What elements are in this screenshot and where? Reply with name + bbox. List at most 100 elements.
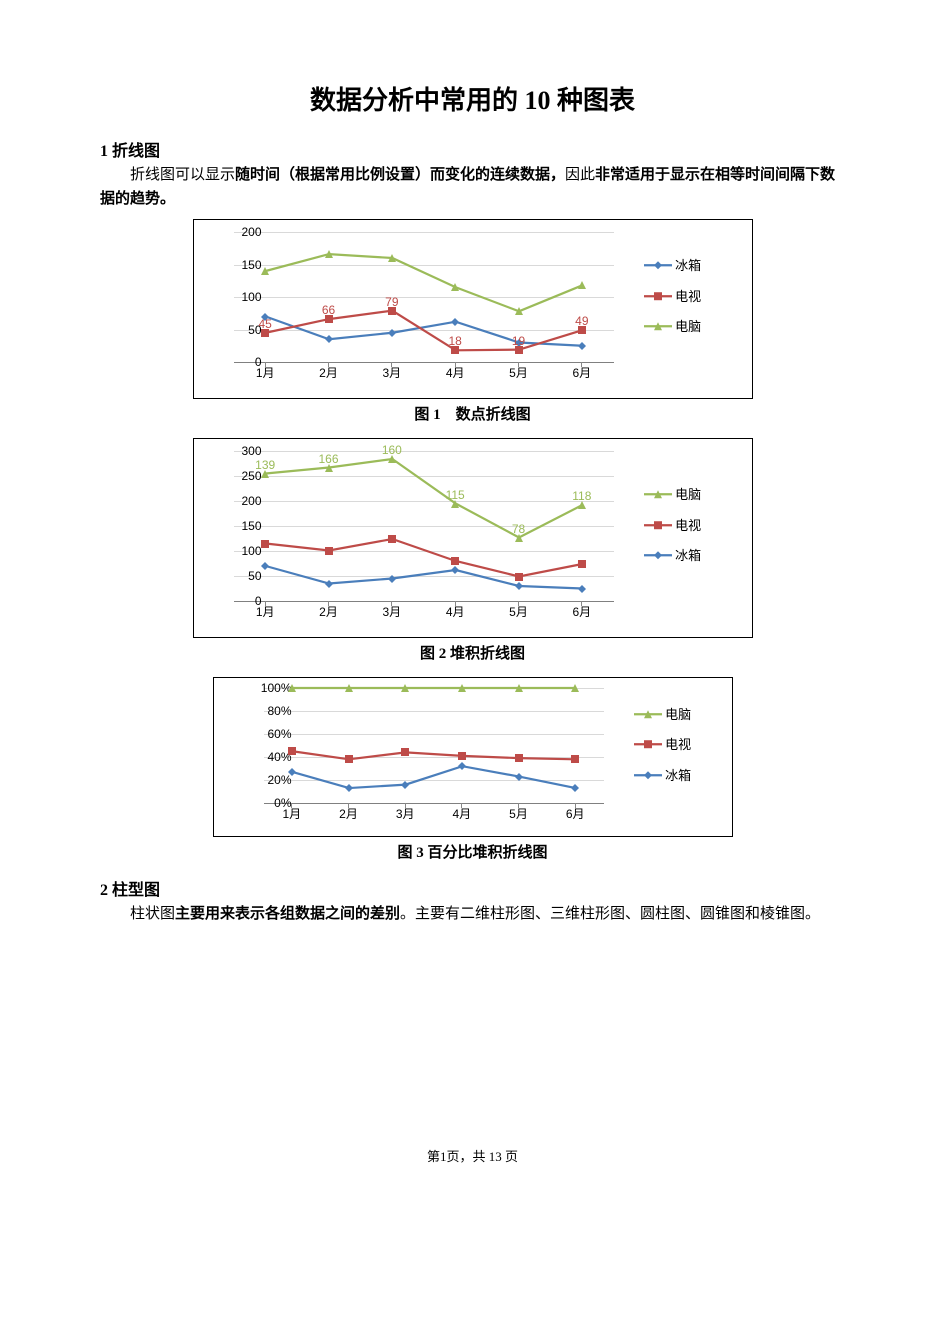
legend-swatch [634,700,662,730]
data-marker [515,749,523,767]
data-marker [515,302,523,320]
data-marker [288,763,296,781]
section-2-heading: 2 柱型图 [100,876,845,900]
x-tick-label: 3月 [382,364,401,381]
data-marker [458,679,466,697]
data-marker [458,747,466,765]
legend: 电脑 电视 冰箱 [644,480,702,572]
x-tick-label: 2月 [319,603,338,620]
chart-1-line: 0501001502001月2月3月4月5月6月456679181949 冰箱 … [193,219,753,399]
chart-2-caption: 图 2 堆积折线图 [100,642,845,663]
legend-swatch [634,730,662,760]
section-1-heading: 1 折线图 [100,137,845,161]
x-tick-label: 4月 [446,603,465,620]
data-marker [388,570,396,588]
legend-label: 电脑 [672,487,702,502]
series-line-电视 [265,539,582,577]
plot-area: 0%20%40%60%80%100%1月2月3月4月5月6月 [264,688,604,803]
chart-1-caption: 图 1 数点折线图 [100,403,845,424]
data-marker [388,324,396,342]
data-marker [261,535,269,553]
series-line-电视 [265,311,582,351]
x-tick-label: 5月 [509,364,528,381]
data-marker [515,679,523,697]
data-marker [401,743,409,761]
legend-label: 电脑 [672,319,702,334]
text-plain: 柱状图 [130,906,175,922]
x-tick-label: 1月 [256,364,275,381]
legend-item: 电视 [644,282,702,313]
series-lines [234,232,614,362]
data-marker [578,337,586,355]
x-tick-label: 1月 [256,603,275,620]
data-marker [571,750,579,768]
x-tick-label: 6月 [572,364,591,381]
legend-label: 电视 [662,737,692,752]
data-marker [571,779,579,797]
data-marker [288,742,296,760]
x-tick-label: 6月 [566,805,585,822]
x-tick-label: 4月 [452,805,471,822]
series-lines [234,451,614,601]
section-1-paragraph: 折线图可以显示随时间（根据常用比例设置）而变化的连续数据，因此非常适用于显示在相… [100,163,845,211]
series-line-电视 [292,751,575,759]
data-marker [288,679,296,697]
text-plain: 折线图可以显示 [130,167,235,183]
legend-label: 冰箱 [672,548,702,563]
legend-label: 冰箱 [662,768,692,783]
x-tick-label: 2月 [339,805,358,822]
gridline [264,803,604,804]
legend-item: 电视 [634,730,692,761]
legend-item: 电视 [644,511,702,542]
plot-area: 0501001502002503001月2月3月4月5月6月1391661601… [234,451,614,601]
x-tick-label: 4月 [446,364,465,381]
legend-item: 冰箱 [644,251,702,282]
data-marker [345,679,353,697]
legend-swatch [644,251,672,281]
series-line-电脑 [265,459,582,538]
page-footer: 第1页，共 13 页 [100,1146,845,1165]
data-marker [261,262,269,280]
data-label: 115 [446,488,465,502]
data-marker [571,679,579,697]
data-label: 79 [385,295,398,309]
legend-swatch [644,480,672,510]
legend-item: 冰箱 [644,541,702,572]
legend-item: 电脑 [644,480,702,511]
legend-swatch [644,282,672,312]
data-marker [345,779,353,797]
text-plain: 因此 [565,167,595,183]
data-marker [515,568,523,586]
data-marker [578,555,586,573]
data-marker [388,249,396,267]
data-label: 66 [322,303,335,317]
legend-item: 电脑 [644,312,702,343]
text-plain: 。主要有二维柱形图、三维柱形图、圆柱图、圆锥图和棱锥图。 [400,906,820,922]
chart-3-percent-stacked-line: 0%20%40%60%80%100%1月2月3月4月5月6月 电脑 电视 冰箱 [213,677,733,837]
data-marker [515,768,523,786]
data-marker [401,776,409,794]
legend-label: 电脑 [662,707,692,722]
plot-area: 0501001502001月2月3月4月5月6月456679181949 [234,232,614,362]
x-tick-label: 3月 [382,603,401,620]
x-tick-label: 1月 [282,805,301,822]
chart-3-caption: 图 3 百分比堆积折线图 [100,841,845,862]
text-bold: 随时间（根据常用比例设置）而变化的连续数据， [235,167,565,183]
section-2-paragraph: 柱状图主要用来表示各组数据之间的差别。主要有二维柱形图、三维柱形图、圆柱图、圆锥… [100,902,845,926]
legend: 电脑 电视 冰箱 [634,700,692,792]
document-title: 数据分析中常用的 10 种图表 [100,80,845,117]
text-bold: 主要用来表示各组数据之间的差别 [175,906,400,922]
x-tick-label: 5月 [509,603,528,620]
data-marker [261,557,269,575]
data-label: 160 [382,443,402,457]
data-label: 166 [318,452,338,466]
data-label: 19 [512,334,525,348]
data-marker [325,542,333,560]
data-marker [388,530,396,548]
series-lines [264,688,604,803]
chart-2-stacked-line: 0501001502002503001月2月3月4月5月6月1391661601… [193,438,753,638]
x-tick-label: 3月 [396,805,415,822]
x-tick-label: 2月 [319,364,338,381]
data-marker [578,580,586,598]
data-label: 49 [575,314,588,328]
